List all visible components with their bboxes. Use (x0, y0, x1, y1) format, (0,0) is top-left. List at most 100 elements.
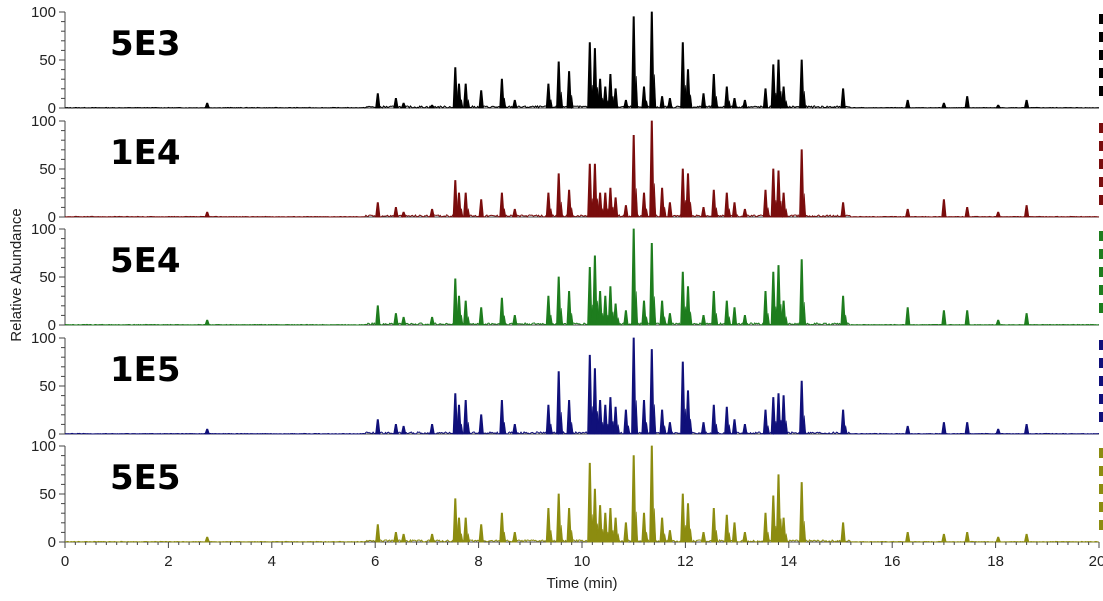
baseline-trace (64, 538, 1099, 543)
peak-13.7 (770, 271, 776, 326)
x-tick-label: 18 (987, 553, 1004, 570)
x-tick-label: 10 (574, 553, 591, 570)
peak-10.65 (612, 197, 619, 218)
x-tick-label: 0 (61, 553, 69, 570)
peak-16.3 (905, 307, 911, 326)
peak-shoulder (569, 207, 574, 218)
peak-7.75 (463, 400, 469, 435)
peak-15.05 (840, 295, 846, 326)
peak-shoulder (559, 412, 564, 435)
peak-shoulder (616, 424, 621, 435)
peak-shoulder (802, 193, 807, 218)
peak-13.55 (762, 88, 769, 109)
peak-7.55 (452, 498, 458, 543)
peak-shoulder (662, 206, 667, 218)
peak-shoulder (688, 311, 693, 326)
legend-stub (1099, 448, 1103, 458)
peak-10.85 (623, 522, 629, 543)
y-tick-label: 100 (31, 438, 56, 455)
peak-10.25 (592, 163, 598, 218)
peak-shoulder (843, 425, 848, 435)
peak-10.85 (623, 310, 629, 326)
peak-shoulder (662, 425, 667, 435)
peak-13.15 (742, 532, 748, 543)
x-tick-label: 20 (1089, 553, 1103, 570)
peak-10.85 (623, 409, 629, 435)
peak-shoulder (569, 95, 574, 109)
peak-shoulder (634, 291, 639, 326)
peak-9.75 (566, 71, 572, 109)
peak-shoulder (459, 208, 464, 218)
peak-10.85 (623, 99, 629, 109)
peak-17 (941, 102, 947, 109)
legend-stub (1099, 195, 1103, 205)
peak-18.6 (1023, 99, 1030, 109)
peak-11.95 (680, 271, 686, 326)
peak-shoulder (559, 91, 564, 109)
peak-12.35 (700, 422, 707, 435)
peak-11.55 (659, 96, 665, 109)
peak-shoulder (466, 422, 471, 435)
peak-12.35 (700, 532, 707, 543)
peak-15.05 (840, 522, 846, 543)
peak-2.75 (204, 536, 210, 543)
peak-shoulder (802, 302, 807, 326)
legend-stub (1099, 123, 1103, 133)
peak-12.05 (685, 286, 691, 326)
peak-shoulder (634, 511, 639, 543)
peak-6.55 (400, 533, 407, 543)
peak-18.6 (1023, 424, 1030, 435)
peak-16.3 (905, 99, 911, 109)
peak-2.75 (204, 211, 210, 218)
peak-6.05 (375, 419, 381, 435)
legend-stub (1099, 285, 1103, 295)
peak-12.95 (731, 98, 738, 109)
peak-10.25 (592, 255, 598, 326)
peak-shoulder (459, 423, 464, 435)
peak-8.05 (478, 307, 484, 326)
legend-stub (1099, 394, 1103, 404)
peak-10.45 (602, 86, 608, 109)
peak-16.3 (905, 425, 911, 435)
peak-12.05 (685, 173, 691, 218)
peak-11.35 (649, 243, 655, 326)
peak-10.35 (597, 78, 603, 109)
y-tick-label: 100 (31, 221, 56, 238)
y-tick-label: 100 (31, 4, 56, 21)
peak-9.75 (566, 189, 572, 218)
peak-10.25 (592, 48, 598, 109)
peak-14.25 (799, 482, 805, 543)
peak-10.65 (612, 406, 619, 435)
peak-shoulder (644, 316, 649, 326)
peak-6.55 (400, 211, 407, 218)
peak-shoulder (634, 188, 639, 218)
baseline-trace (64, 213, 1100, 218)
peak-13.9 (780, 517, 787, 543)
legend-stub (1099, 50, 1103, 60)
peak-7.55 (452, 278, 458, 326)
peak-18.05 (995, 536, 1001, 543)
peak-12.95 (731, 307, 738, 326)
peak-17 (941, 199, 947, 218)
peak-8.05 (478, 90, 484, 109)
peak-6.4 (393, 207, 399, 218)
peak-shoulder (802, 415, 807, 435)
peak-shoulder (459, 99, 464, 109)
peak-2.75 (204, 319, 210, 326)
peak-shoulder (784, 100, 789, 109)
peak-shoulder (688, 528, 693, 543)
peak-7.75 (463, 192, 469, 218)
peak-shoulder (466, 99, 471, 109)
legend-stub (1099, 303, 1103, 313)
peak-6.55 (400, 425, 407, 435)
peak-shoulder (626, 425, 631, 435)
peak-6.05 (375, 93, 381, 109)
x-axis-title: Time (min) (546, 575, 617, 592)
legend-stub (1099, 141, 1103, 151)
x-tick-label: 4 (268, 553, 276, 570)
peak-11.2 (641, 400, 647, 435)
peak-shoulder (502, 208, 507, 218)
peak-12.05 (685, 503, 691, 543)
peak-12.55 (711, 189, 717, 218)
